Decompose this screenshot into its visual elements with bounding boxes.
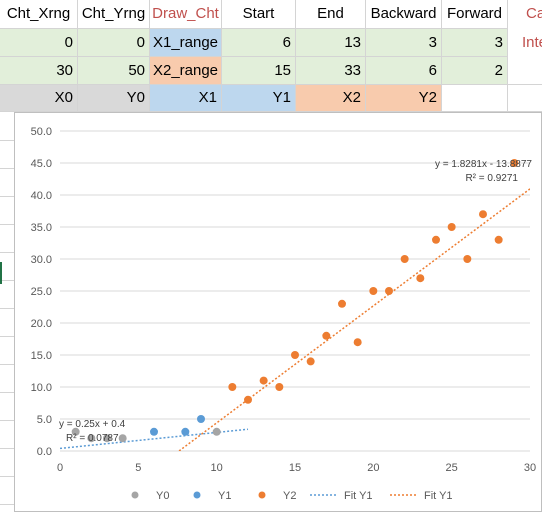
- legend-marker: [131, 491, 139, 499]
- row-gridlines: [0, 112, 14, 512]
- data-point-y2: [369, 287, 378, 295]
- data-point-y2: [338, 299, 346, 308]
- cell-cht-xrng-max[interactable]: 30: [0, 57, 78, 85]
- cell-cht-xrng-min[interactable]: 0: [0, 29, 78, 57]
- x-tick-label: 30: [524, 462, 536, 474]
- header-forward[interactable]: Forward: [442, 0, 508, 29]
- cell-end-1[interactable]: 13: [296, 29, 366, 57]
- cell-inte-partial[interactable]: Inte: [522, 34, 542, 51]
- cell-cht-yrng-min[interactable]: 0: [78, 29, 150, 57]
- data-point-y0: [71, 427, 80, 436]
- cell-cht-yrng-max[interactable]: 50: [78, 57, 150, 85]
- legend-label: Y2: [283, 490, 296, 502]
- y-tick-label: 10.0: [31, 382, 52, 394]
- trendline-equation: y = 0.25x + 0.4: [59, 419, 126, 430]
- cell-x2-range[interactable]: X2_range: [150, 57, 222, 85]
- y-tick-label: 45.0: [31, 158, 52, 170]
- legend-label: Y1: [218, 490, 231, 502]
- data-point-y2: [275, 383, 284, 391]
- data-point-y0: [87, 434, 96, 443]
- trendline-r2: R² = 0.9271: [465, 173, 518, 184]
- data-point-y2: [432, 235, 440, 244]
- data-point-y2: [385, 287, 393, 295]
- data-point-y0: [212, 427, 221, 436]
- data-point-y2: [322, 331, 331, 340]
- cell-x1-range[interactable]: X1_range: [150, 29, 222, 57]
- x-tick-label: 20: [367, 462, 379, 474]
- header-backward[interactable]: Backward: [366, 0, 442, 29]
- trendline-r2: R² = 0.0787: [66, 433, 119, 444]
- header-draw-cht[interactable]: Draw_Cht: [150, 0, 222, 29]
- scatter-chart[interactable]: 0.0 5.0 10.0 15.0 20.0 25.0 30.0 35.0 40.0 45.0 50…: [14, 112, 542, 512]
- data-point-y2: [510, 159, 519, 167]
- data-point-y2: [353, 338, 362, 347]
- cell-empty-r4a[interactable]: [442, 85, 508, 112]
- y-tick-label: 0.0: [37, 446, 52, 458]
- cell-backward-1[interactable]: 3: [366, 29, 442, 57]
- legend-label: Fit Y1: [424, 490, 453, 502]
- trendline-equation: y = 1.8281x - 13.8877: [435, 159, 532, 170]
- x-tick-label: 25: [446, 462, 458, 474]
- x-tick-label: 5: [135, 462, 141, 474]
- cell-backward-2[interactable]: 6: [366, 57, 442, 85]
- data-point-y1: [181, 427, 190, 436]
- y-tick-label: 40.0: [31, 190, 52, 202]
- cell-forward-2[interactable]: 2: [442, 57, 508, 85]
- header-start[interactable]: Start: [222, 0, 296, 29]
- y-tick-label: 20.0: [31, 318, 52, 330]
- selection-indicator: [0, 262, 2, 284]
- cell-end-2[interactable]: 33: [296, 57, 366, 85]
- data-point-y0: [118, 434, 127, 443]
- header-cht-xrng[interactable]: Cht_Xrng: [0, 0, 78, 29]
- data-point-y1: [150, 427, 158, 436]
- chart-plot: 0.05.010.015.020.025.030.035.040.045.050…: [31, 126, 537, 502]
- data-point-y2: [479, 210, 487, 219]
- legend-label: Fit Y1: [344, 490, 373, 502]
- cell-start-1[interactable]: 6: [222, 29, 296, 57]
- data-point-y2: [306, 357, 315, 366]
- cell-empty-r4b[interactable]: [508, 85, 542, 112]
- header-cht-yrng[interactable]: Cht_Yrng: [78, 0, 150, 29]
- data-point-y2: [447, 223, 456, 231]
- cell-y2-label[interactable]: Y2: [366, 85, 442, 112]
- y-tick-label: 15.0: [31, 350, 52, 362]
- y-tick-label: 50.0: [31, 126, 52, 138]
- data-point-y2: [463, 255, 472, 263]
- data-point-y2: [400, 255, 409, 263]
- data-point-y2: [494, 235, 503, 244]
- legend-marker: [193, 491, 201, 499]
- data-point-y2: [228, 383, 237, 391]
- data-point-y2: [244, 395, 252, 404]
- y-tick-label: 35.0: [31, 222, 52, 234]
- x-tick-label: 15: [289, 462, 301, 474]
- legend-label: Y0: [156, 490, 169, 502]
- cell-x1-label[interactable]: X1: [150, 85, 222, 112]
- x-tick-label: 0: [57, 462, 63, 474]
- cell-forward-1[interactable]: 3: [442, 29, 508, 57]
- cell-y1-label[interactable]: Y1: [222, 85, 296, 112]
- legend-marker: [258, 491, 266, 499]
- cell-empty-r3[interactable]: [508, 57, 542, 85]
- y-tick-label: 5.0: [37, 414, 52, 426]
- header-end[interactable]: End: [296, 0, 366, 29]
- y-tick-label: 30.0: [31, 254, 52, 266]
- data-point-y2: [259, 376, 268, 385]
- trendline: [178, 187, 530, 451]
- data-point-y2: [291, 351, 299, 359]
- y-tick-label: 25.0: [31, 286, 52, 298]
- cell-start-2[interactable]: 15: [222, 57, 296, 85]
- cell-y0-label[interactable]: Y0: [78, 85, 150, 112]
- data-point-y1: [197, 415, 205, 423]
- x-tick-label: 10: [211, 462, 223, 474]
- cell-x0-label[interactable]: X0: [0, 85, 78, 112]
- header-ca-partial[interactable]: Ca: [526, 5, 542, 22]
- data-point-y2: [416, 274, 425, 283]
- data-point-y0: [103, 434, 111, 443]
- cell-x2-label[interactable]: X2: [296, 85, 366, 112]
